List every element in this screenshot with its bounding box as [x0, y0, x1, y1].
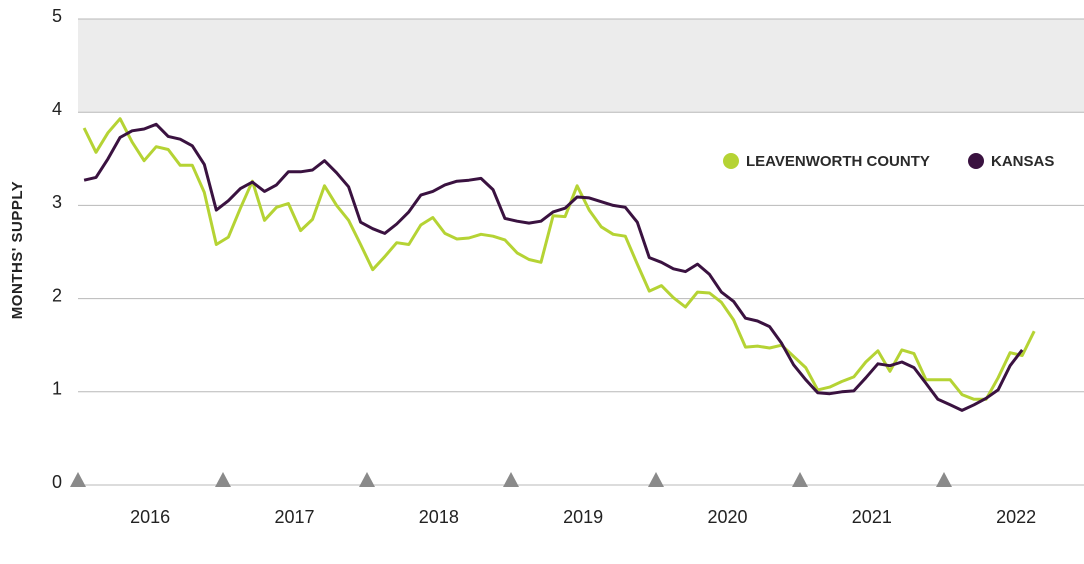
x-tick-label: 2020 — [707, 507, 747, 527]
legend-label: KANSAS — [991, 153, 1054, 170]
x-tick-label: 2017 — [274, 507, 314, 527]
y-tick-label: 0 — [52, 472, 62, 492]
x-tick-label: 2021 — [852, 507, 892, 527]
x-tick-label: 2022 — [996, 507, 1036, 527]
legend-swatch — [968, 153, 984, 169]
series-line — [83, 122, 1024, 412]
y-tick-label: 3 — [52, 192, 62, 212]
y-axis-title: MONTHS' SUPPLY — [9, 181, 26, 319]
legend-label: LEAVENWORTH COUNTY — [746, 153, 930, 170]
shaded-band — [78, 19, 1084, 113]
year-marker — [936, 472, 952, 487]
year-markers — [70, 472, 952, 487]
year-marker — [792, 472, 808, 487]
year-marker — [70, 472, 86, 487]
y-tick-label: 2 — [52, 285, 62, 305]
x-tick-label: 2016 — [130, 507, 170, 527]
x-tick-label: 2019 — [563, 507, 603, 527]
year-marker — [503, 472, 519, 487]
legend-swatch — [723, 153, 739, 169]
year-marker — [648, 472, 664, 487]
series-line — [82, 117, 1036, 401]
y-tick-label: 5 — [52, 6, 62, 26]
year-marker — [359, 472, 375, 487]
x-tick-label: 2018 — [419, 507, 459, 527]
y-tick-label: 1 — [52, 379, 62, 399]
year-marker — [215, 472, 231, 487]
y-tick-label: 4 — [52, 99, 62, 119]
